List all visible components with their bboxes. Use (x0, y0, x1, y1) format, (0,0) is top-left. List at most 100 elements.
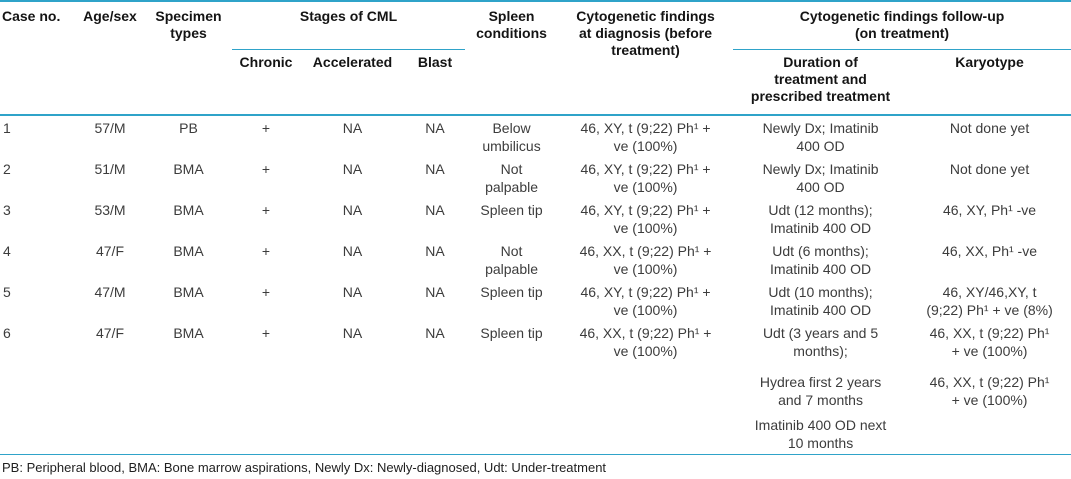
col-group-cytogenetic-followup: Cytogenetic findings follow-up (on treat… (733, 1, 1071, 50)
cell-age-sex: 53/M (94, 202, 126, 218)
cell-case-no: 3 (3, 202, 11, 218)
table-row: 2 51/M BMA + NA NA Not palpable 46, XY, … (0, 157, 1071, 198)
cell-stage-accelerated: NA (342, 120, 363, 136)
cell-stage-blast: NA (425, 243, 445, 259)
cell-stage-blast: NA (425, 202, 445, 218)
cell-stage-accelerated: NA (342, 161, 363, 177)
cell-karyotype: 46, XY/46,XY, t (9;22) Ph¹ + ve (8%) (926, 284, 1053, 318)
cell-stage-chronic: + (261, 120, 271, 136)
cell-specimen-type (145, 411, 232, 455)
cell-stage-blast: NA (425, 284, 445, 300)
cell-karyotype: 46, XX, t (9;22) Ph¹ + ve (100%) (929, 374, 1050, 408)
cell-specimen-type: BMA (173, 161, 204, 177)
cell-stage-chronic: + (261, 325, 271, 341)
col-group-stages-of-cml: Stages of CML (232, 1, 466, 50)
table-row: 4 47/F BMA + NA NA Not palpable 46, XX, … (0, 239, 1071, 280)
cell-stage-blast: NA (425, 120, 445, 136)
col-header-karyotype: Karyotype (955, 54, 1024, 70)
cell-treatment-duration: Imatinib 400 OD next 10 months (754, 417, 887, 451)
cell-karyotype: Not done yet (949, 161, 1030, 177)
cell-case-no: 2 (3, 161, 11, 177)
cell-treatment-duration: Newly Dx; Imatinib 400 OD (762, 120, 879, 154)
cell-spleen-condition: Spleen tip (480, 202, 543, 218)
cell-stage-accelerated: NA (342, 325, 363, 341)
cell-cytogenetic-diagnosis: 46, XY, t (9;22) Ph¹ + ve (100%) (580, 120, 711, 154)
cell-stage-accelerated: NA (342, 243, 363, 259)
cell-treatment-duration: Udt (3 years and 5 months); (762, 325, 879, 359)
cell-stage-accelerated (300, 411, 405, 455)
table-row: 6 47/F BMA + NA NA Spleen tip 46, XX, t … (0, 321, 1071, 362)
cell-treatment-duration: Newly Dx; Imatinib 400 OD (762, 161, 879, 195)
cell-age-sex (75, 362, 145, 411)
cell-age-sex: 47/F (95, 325, 124, 341)
col-header-case-no: Case no. (2, 8, 61, 24)
cell-karyotype: 46, XX, t (9;22) Ph¹ + ve (100%) (929, 325, 1050, 359)
table-row-continuation: Hydrea first 2 years and 7 months 46, XX… (0, 362, 1071, 411)
cell-stage-blast: NA (425, 161, 445, 177)
cell-cytogenetic-diagnosis: 46, XY, t (9;22) Ph¹ + ve (100%) (580, 161, 711, 195)
cell-case-no: 6 (3, 325, 11, 341)
cell-specimen-type: PB (179, 120, 198, 136)
cell-spleen-condition: Not palpable (485, 243, 538, 277)
cell-cytogenetic-diagnosis: 46, XY, t (9;22) Ph¹ + ve (100%) (580, 202, 711, 236)
cell-specimen-type: BMA (173, 202, 204, 218)
col-header-accelerated: Accelerated (312, 54, 393, 70)
cell-karyotype: Not done yet (949, 120, 1030, 136)
table-row: 5 47/M BMA + NA NA Spleen tip 46, XY, t … (0, 280, 1071, 321)
cell-treatment-duration: Udt (6 months); Imatinib 400 OD (769, 243, 872, 277)
cell-stage-accelerated: NA (342, 202, 363, 218)
cell-stage-blast: NA (425, 325, 445, 341)
cell-stage-blast (405, 411, 465, 455)
cml-cases-table: Case no. Age/sex Specimen types Stages o… (0, 0, 1071, 455)
cell-cytogenetic-diagnosis: 46, XX, t (9;22) Ph¹ + ve (100%) (579, 243, 712, 277)
cell-case-no: 1 (3, 120, 11, 136)
cell-spleen-condition: Spleen tip (480, 325, 543, 341)
cell-stage-chronic: + (261, 161, 271, 177)
cell-karyotype: 46, XX, Ph¹ -ve (942, 243, 1037, 259)
table-header: Case no. Age/sex Specimen types Stages o… (0, 1, 1071, 115)
cell-cytogenetic-diagnosis (558, 411, 733, 455)
cell-stage-chronic (232, 362, 300, 411)
cell-specimen-type: BMA (173, 325, 204, 341)
cell-age-sex: 47/F (95, 243, 124, 259)
cell-age-sex: 51/M (94, 161, 126, 177)
cell-stage-chronic: + (261, 202, 271, 218)
table-footnote: PB: Peripheral blood, BMA: Bone marrow a… (2, 460, 607, 475)
cell-case-no (0, 362, 75, 411)
cell-specimen-type: BMA (173, 284, 204, 300)
cell-stage-accelerated: NA (342, 284, 363, 300)
cell-stage-blast (405, 362, 465, 411)
cell-stage-chronic: + (261, 284, 271, 300)
cell-cytogenetic-diagnosis: 46, XX, t (9;22) Ph¹ + ve (100%) (579, 325, 712, 359)
col-header-treatment-duration: Duration of treatment and prescribed tre… (750, 54, 891, 104)
cell-stage-accelerated (300, 362, 405, 411)
col-header-specimen-types: Specimen types (155, 8, 222, 41)
cell-age-sex (75, 411, 145, 455)
cell-spleen-condition (465, 362, 558, 411)
cell-specimen-type: BMA (173, 243, 204, 259)
cell-case-no: 4 (3, 243, 11, 259)
col-header-cytogenetic-diagnosis: Cytogenetic findings at diagnosis (befor… (576, 8, 715, 58)
col-header-blast: Blast (417, 54, 453, 70)
table-row: 3 53/M BMA + NA NA Spleen tip 46, XY, t … (0, 198, 1071, 239)
cell-age-sex: 47/M (94, 284, 126, 300)
cell-spleen-condition: Below umbilicus (482, 120, 541, 154)
table-body: 1 57/M PB + NA NA Below umbilicus 46, XY… (0, 115, 1071, 455)
cell-specimen-type (145, 362, 232, 411)
cell-karyotype: 46, XY, Ph¹ -ve (942, 202, 1037, 218)
cell-treatment-duration: Udt (12 months); Imatinib 400 OD (768, 202, 873, 236)
cell-case-no (0, 411, 75, 455)
cell-treatment-duration: Udt (10 months); Imatinib 400 OD (768, 284, 873, 318)
cell-treatment-duration: Hydrea first 2 years and 7 months (759, 374, 882, 408)
cell-spleen-condition: Not palpable (485, 161, 538, 195)
cell-stage-chronic (232, 411, 300, 455)
col-header-spleen-conditions: Spleen conditions (476, 8, 547, 41)
cell-stage-chronic: + (261, 243, 271, 259)
col-header-chronic: Chronic (239, 54, 293, 70)
col-header-age-sex: Age/sex (83, 8, 137, 24)
table-row: 1 57/M PB + NA NA Below umbilicus 46, XY… (0, 115, 1071, 157)
cell-age-sex: 57/M (94, 120, 126, 136)
cell-karyotype (908, 411, 1071, 455)
cell-spleen-condition (465, 411, 558, 455)
cell-case-no: 5 (3, 284, 11, 300)
